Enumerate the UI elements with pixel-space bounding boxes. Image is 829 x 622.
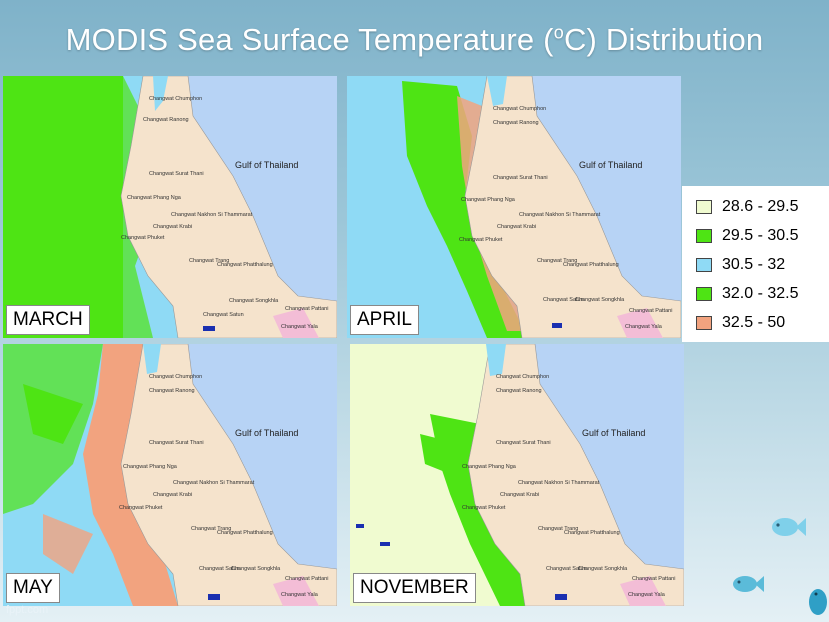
legend-swatch bbox=[696, 228, 712, 243]
fish-icon bbox=[809, 589, 827, 615]
svg-text:Gulf of Thailand: Gulf of Thailand bbox=[235, 428, 298, 438]
legend-swatch bbox=[696, 286, 712, 301]
svg-text:Changwat Yala: Changwat Yala bbox=[628, 592, 666, 598]
svg-text:Changwat Nakhon Si Thammarat: Changwat Nakhon Si Thammarat bbox=[173, 480, 255, 486]
temperature-legend: 28.6 - 29.5 29.5 - 30.5 30.5 - 32 32.0 -… bbox=[682, 186, 829, 342]
svg-text:Changwat Krabi: Changwat Krabi bbox=[153, 492, 192, 498]
svg-text:Gulf of Thailand: Gulf of Thailand bbox=[582, 428, 645, 438]
svg-text:Changwat Chumphon: Changwat Chumphon bbox=[496, 374, 549, 380]
svg-text:Changwat Krabi: Changwat Krabi bbox=[497, 224, 536, 230]
slide-title: MODIS Sea Surface Temperature (oC) Distr… bbox=[65, 22, 764, 57]
sst-map: Gulf of Thailand Changwat Chumphon Chang… bbox=[3, 76, 337, 338]
svg-text:Changwat Phuket: Changwat Phuket bbox=[462, 505, 506, 511]
svg-text:Changwat Phang Nga: Changwat Phang Nga bbox=[123, 464, 178, 470]
svg-text:Changwat Surat Thani: Changwat Surat Thani bbox=[496, 440, 551, 446]
svg-text:Changwat Phatthalung: Changwat Phatthalung bbox=[217, 530, 273, 536]
legend-item: 32.5 - 50 bbox=[696, 308, 829, 337]
svg-text:Changwat Pattani: Changwat Pattani bbox=[285, 306, 328, 312]
map-panel-april: Gulf of Thailand Changwat Chumphon Chang… bbox=[347, 76, 681, 338]
svg-text:Changwat Satun: Changwat Satun bbox=[203, 312, 244, 318]
svg-text:Changwat Songkhla: Changwat Songkhla bbox=[578, 566, 628, 572]
svg-text:Changwat Songkhla: Changwat Songkhla bbox=[575, 297, 625, 303]
svg-text:Changwat Yala: Changwat Yala bbox=[281, 324, 319, 330]
svg-text:Changwat Songkhla: Changwat Songkhla bbox=[231, 566, 281, 572]
sst-map: Gulf of Thailand Changwat Chumphon Chang… bbox=[347, 76, 681, 338]
svg-text:Changwat Krabi: Changwat Krabi bbox=[153, 224, 192, 230]
svg-text:Changwat Ranong: Changwat Ranong bbox=[143, 117, 189, 123]
map-panel-may: Gulf of Thailand Changwat Chumphon Chang… bbox=[3, 344, 337, 606]
fish-icon bbox=[772, 518, 806, 536]
svg-text:Changwat Nakhon Si Thammarat: Changwat Nakhon Si Thammarat bbox=[171, 212, 253, 218]
svg-text:Changwat Pattani: Changwat Pattani bbox=[285, 576, 328, 582]
svg-text:Changwat Phatthalung: Changwat Phatthalung bbox=[217, 262, 273, 268]
svg-text:Changwat Trang: Changwat Trang bbox=[189, 258, 229, 264]
svg-text:Changwat Ranong: Changwat Ranong bbox=[496, 388, 542, 394]
svg-text:Changwat Yala: Changwat Yala bbox=[625, 324, 663, 330]
svg-text:Changwat Phuket: Changwat Phuket bbox=[119, 505, 163, 511]
month-label: APRIL bbox=[350, 305, 419, 335]
month-label: NOVEMBER bbox=[353, 573, 476, 603]
svg-text:Changwat Surat Thani: Changwat Surat Thani bbox=[149, 440, 204, 446]
legend-swatch bbox=[696, 315, 712, 330]
month-label: MARCH bbox=[6, 305, 90, 335]
svg-text:Changwat Phatthalung: Changwat Phatthalung bbox=[563, 262, 619, 268]
svg-text:Changwat Chumphon: Changwat Chumphon bbox=[149, 96, 202, 102]
svg-text:Changwat Trang: Changwat Trang bbox=[538, 526, 578, 532]
footer-brand: fppt.com bbox=[6, 604, 49, 616]
svg-text:Changwat Trang: Changwat Trang bbox=[191, 526, 231, 532]
legend-swatch bbox=[696, 199, 712, 214]
svg-text:Changwat Satun: Changwat Satun bbox=[199, 566, 240, 572]
svg-text:Changwat Chumphon: Changwat Chumphon bbox=[149, 374, 202, 380]
svg-text:Changwat Satun: Changwat Satun bbox=[546, 566, 587, 572]
fish-icon bbox=[733, 576, 764, 592]
svg-text:Changwat Phatthalung: Changwat Phatthalung bbox=[564, 530, 620, 536]
svg-text:Changwat Phang Nga: Changwat Phang Nga bbox=[462, 464, 517, 470]
legend-swatch bbox=[696, 257, 712, 272]
svg-text:Changwat Songkhla: Changwat Songkhla bbox=[229, 298, 279, 304]
svg-text:Gulf of Thailand: Gulf of Thailand bbox=[235, 160, 298, 170]
sst-map: Gulf of Thailand Changwat Chumphon Chang… bbox=[350, 344, 684, 606]
svg-text:Changwat Krabi: Changwat Krabi bbox=[500, 492, 539, 498]
legend-item: 28.6 - 29.5 bbox=[696, 192, 829, 221]
map-panel-november: Gulf of Thailand Changwat Chumphon Chang… bbox=[350, 344, 684, 606]
svg-text:Changwat Ranong: Changwat Ranong bbox=[149, 388, 195, 394]
sst-map: Gulf of Thailand Changwat Chumphon Chang… bbox=[3, 344, 337, 606]
svg-text:Changwat Chumphon: Changwat Chumphon bbox=[493, 106, 546, 112]
svg-text:Changwat Phang Nga: Changwat Phang Nga bbox=[127, 195, 182, 201]
svg-text:Changwat Phuket: Changwat Phuket bbox=[121, 235, 165, 241]
svg-text:Changwat Nakhon Si Thammarat: Changwat Nakhon Si Thammarat bbox=[519, 212, 601, 218]
svg-text:Changwat Nakhon Si Thammarat: Changwat Nakhon Si Thammarat bbox=[518, 480, 600, 486]
svg-text:Gulf of Thailand: Gulf of Thailand bbox=[579, 160, 642, 170]
map-panel-march: Gulf of Thailand Changwat Chumphon Chang… bbox=[3, 76, 337, 338]
svg-text:Changwat Ranong: Changwat Ranong bbox=[493, 120, 539, 126]
svg-text:Changwat Pattani: Changwat Pattani bbox=[629, 308, 672, 314]
svg-text:Changwat Pattani: Changwat Pattani bbox=[632, 576, 675, 582]
legend-item: 32.0 - 32.5 bbox=[696, 279, 829, 308]
svg-text:Changwat Yala: Changwat Yala bbox=[281, 592, 319, 598]
svg-text:Changwat Phang Nga: Changwat Phang Nga bbox=[461, 197, 516, 203]
legend-item: 30.5 - 32 bbox=[696, 250, 829, 279]
svg-text:Changwat Surat Thani: Changwat Surat Thani bbox=[149, 171, 204, 177]
svg-text:Changwat Satun: Changwat Satun bbox=[543, 297, 584, 303]
month-label: MAY bbox=[6, 573, 60, 603]
legend-item: 29.5 - 30.5 bbox=[696, 221, 829, 250]
svg-text:Changwat Phuket: Changwat Phuket bbox=[459, 237, 503, 243]
svg-text:Changwat Surat Thani: Changwat Surat Thani bbox=[493, 175, 548, 181]
svg-text:Changwat Trang: Changwat Trang bbox=[537, 258, 577, 264]
